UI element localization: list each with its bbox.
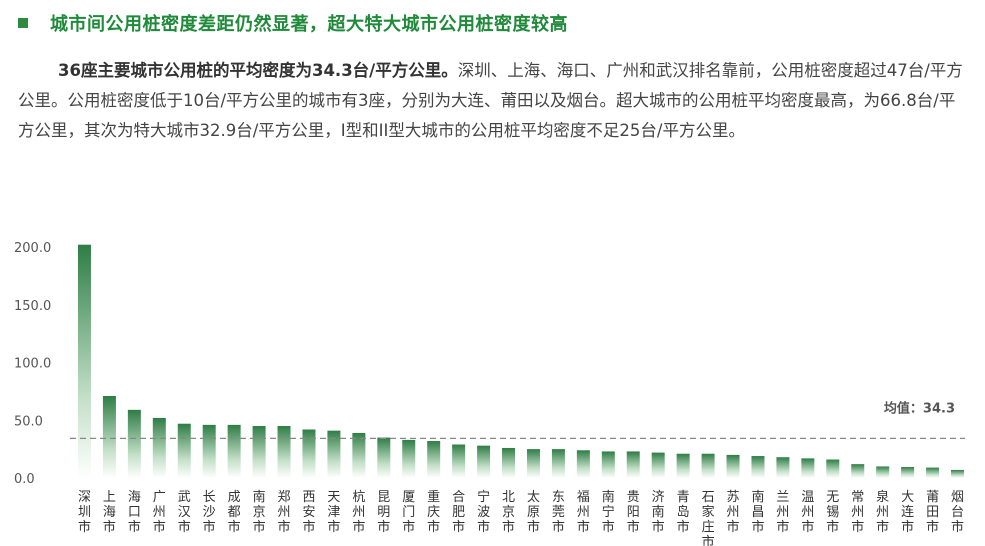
category-label: 南京市: [253, 489, 266, 535]
category-label: 海口市: [128, 490, 141, 535]
category-label: 成都市: [228, 490, 241, 535]
summary-paragraph: 36座主要城市公用桩的平均密度为34.3台/平方公里。深圳、上海、海口、广州和武…: [18, 56, 968, 146]
bar: [576, 450, 590, 478]
density-bar-chart: 0.0 50.0 100.0 150.0 200.0 均值：34.3 深圳市上海市海口市…: [14, 241, 965, 546]
summary-bold-sentence: 36座主要城市公用桩的平均密度为34.3台/平方公里。: [58, 61, 458, 80]
bar: [502, 447, 516, 478]
category-label: 重庆市: [427, 489, 440, 535]
x-axis-labels: 深圳市上海市海口市广州市武汉市长沙市成都市南京市郑州市西安市天津市杭州市昆明市厦…: [78, 489, 964, 546]
category-label: 兰州市: [776, 490, 789, 535]
bar: [801, 458, 815, 478]
bar: [751, 456, 765, 478]
y-tick-label: 150.0: [14, 299, 51, 314]
heading-square-icon: [18, 18, 28, 28]
bar: [202, 424, 216, 478]
category-label: 郑州市: [278, 490, 291, 535]
category-label: 无锡市: [826, 490, 839, 535]
category-label: 苏州市: [727, 489, 740, 535]
mean-line-group: 均值：34.3: [70, 400, 965, 440]
bar: [851, 464, 865, 478]
bar: [526, 449, 540, 478]
category-label: 长沙市: [203, 490, 216, 535]
mean-label: 均值：34.3: [884, 400, 955, 416]
category-label: 北京市: [502, 490, 515, 535]
category-label: 西安市: [302, 490, 315, 535]
category-label: 天津市: [327, 490, 340, 535]
category-label: 大连市: [901, 490, 914, 535]
bar: [452, 444, 466, 478]
y-tick-label: 100.0: [14, 357, 51, 372]
bar: [901, 467, 915, 478]
bar: [177, 423, 191, 478]
bar: [726, 454, 740, 478]
category-label: 厦门市: [402, 490, 415, 535]
bar: [127, 409, 141, 478]
category-label: 福州市: [577, 490, 590, 535]
bar: [876, 466, 890, 478]
category-label: 南宁市: [602, 489, 615, 535]
bar: [252, 426, 266, 478]
bar: [477, 445, 491, 478]
bar: [402, 439, 416, 478]
bar: [427, 441, 441, 478]
bars: [77, 244, 965, 478]
bar: [551, 449, 565, 478]
bar: [77, 244, 91, 478]
y-axis: 0.0 50.0 100.0 150.0 200.0: [14, 241, 51, 487]
category-label: 合肥市: [452, 490, 465, 535]
bar: [302, 429, 316, 478]
bar: [227, 424, 241, 478]
category-label: 广州市: [153, 490, 166, 535]
category-label: 贵阳市: [627, 490, 640, 535]
bar: [651, 452, 665, 478]
bar: [152, 417, 166, 478]
category-label: 杭州市: [352, 490, 365, 535]
bar: [601, 451, 615, 478]
category-label: 上海市: [103, 490, 116, 535]
heading-title: 城市间公用桩密度差距仍然显著，超大特大城市公用桩密度较高: [50, 14, 568, 35]
category-label: 济南市: [652, 490, 665, 535]
section-heading: 城市间公用桩密度差距仍然显著，超大特大城市公用桩密度较高: [18, 10, 568, 36]
bar: [676, 453, 690, 478]
category-label: 温州市: [801, 490, 814, 535]
summary-text: 深圳、上海、海口、广州和武汉排名靠前，公用桩密度超过47台/平方公里。公用桩密度…: [18, 61, 963, 140]
category-label: 烟台市: [951, 490, 964, 535]
category-label: 深圳市: [78, 490, 91, 535]
category-label: 南昌市: [751, 489, 764, 535]
category-label: 莆田市: [926, 490, 939, 535]
bar: [352, 432, 366, 478]
y-tick-label: 200.0: [14, 241, 51, 256]
y-tick-label: 0.0: [14, 472, 35, 487]
bar: [776, 457, 790, 478]
category-label: 太原市: [527, 490, 540, 535]
category-label: 泉州市: [876, 489, 889, 535]
category-label: 宁波市: [477, 489, 490, 535]
category-label: 青岛市: [677, 490, 690, 535]
y-tick-label: 50.0: [14, 414, 43, 429]
category-label: 东莞市: [552, 490, 565, 535]
bar: [951, 469, 965, 478]
category-label: 石家庄市: [702, 490, 715, 546]
bar: [277, 426, 291, 478]
category-label: 常州市: [851, 490, 864, 535]
bar: [626, 451, 640, 478]
bar: [826, 459, 840, 478]
bar: [377, 437, 391, 478]
bar: [926, 467, 940, 478]
bar: [102, 395, 116, 478]
category-label: 昆明市: [377, 490, 390, 535]
category-label: 武汉市: [178, 490, 191, 535]
bar: [701, 453, 715, 478]
bar: [327, 430, 341, 478]
